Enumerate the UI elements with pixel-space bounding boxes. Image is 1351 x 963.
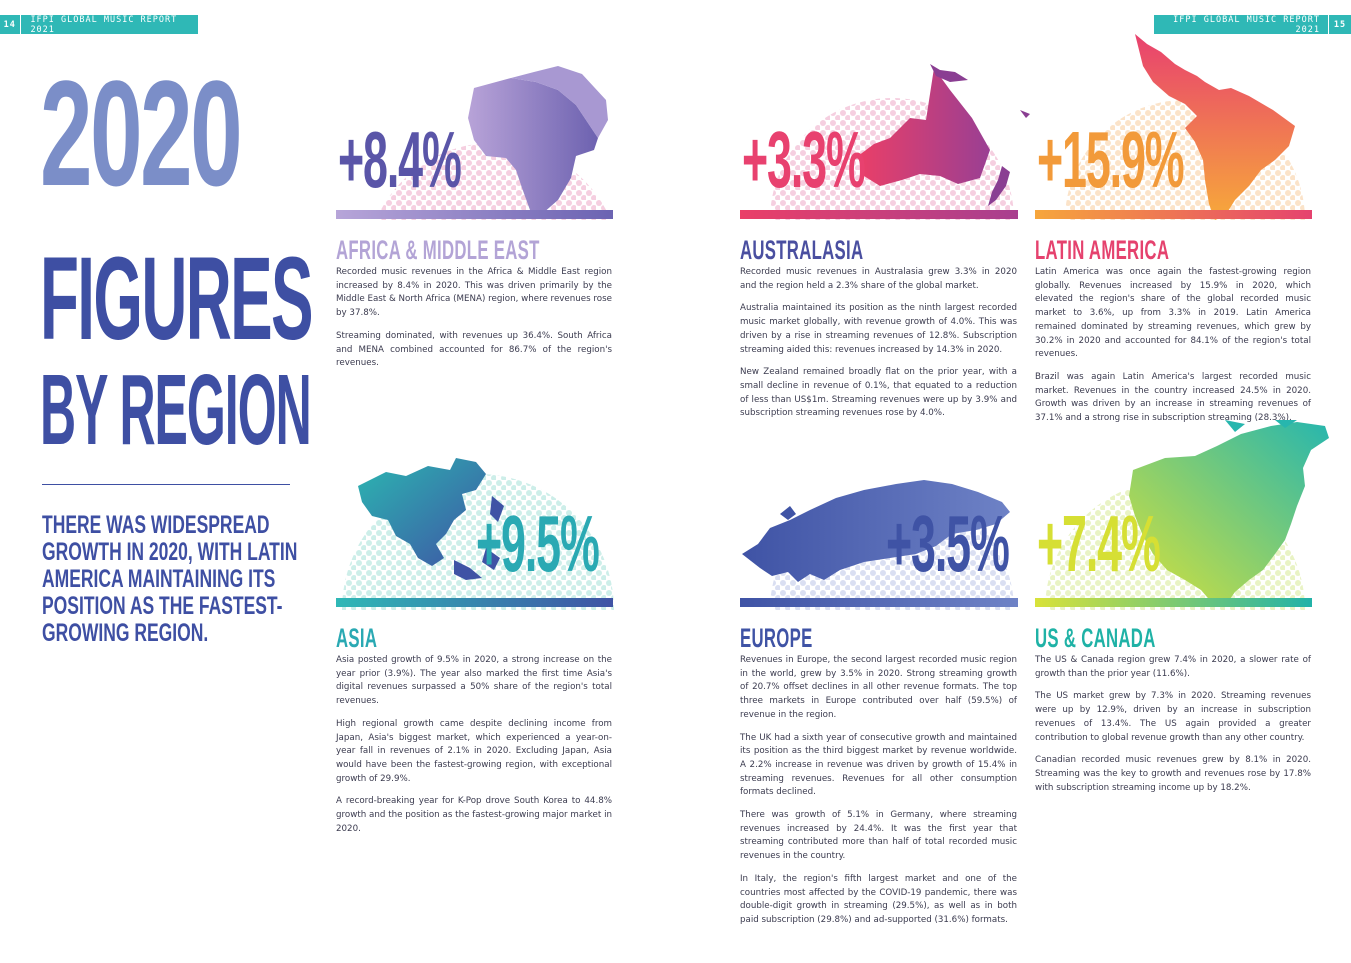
us-canada-region-name: US & CANADA [1035,623,1156,653]
title-figures: FIGURES [40,233,314,365]
africa-color-bar [336,210,613,219]
latin-america-body-text: Latin America was once again the fastest… [1035,267,1311,424]
report-title-left: IFPI GLOBAL MUSIC REPORT 2021 [30,14,178,35]
asia-body-text: Asia posted growth of 9.5% in 2020, a st… [336,655,612,834]
title-year: 2020 [40,49,243,217]
latin-america-growth-value: +15.9% [1037,115,1185,204]
africa-body-text: Recorded music revenues in the Africa & … [336,267,612,369]
page-number-right: 15 [1333,19,1347,30]
asia-map-icon [342,458,614,610]
latin-america-color-bar [1035,210,1312,219]
us-canada-body-text: The US & Canada region grew 7.4% in 2020… [1035,655,1311,793]
title-divider [42,484,290,485]
region-australasia: +3.3% AUSTRALASIA Recorded music revenue… [740,60,1030,430]
north-america-map-icon [1045,420,1329,610]
europe-growth-value: +3.5% [886,499,1010,588]
page-number-left: 14 [3,19,16,30]
africa-growth-value: +8.4% [338,115,462,204]
us-canada-growth-value: +7.4% [1037,499,1161,588]
australasia-region-name: AUSTRALASIA [740,235,864,265]
latin-america-map-icon [1065,34,1305,220]
latin-america-region-name: LATIN AMERICA [1035,235,1170,265]
header-bar-left: 14 IFPI GLOBAL MUSIC REPORT 2021 [0,14,198,35]
australia-map-icon [770,64,1030,220]
australasia-color-bar [740,210,1018,219]
title-by-region: BY REGION [40,354,312,466]
europe-region-name: EUROPE [740,623,813,653]
region-africa-middle-east: +8.4% AFRICA & MIDDLE EAST Recorded musi… [336,60,614,368]
asia-growth-value: +9.5% [476,499,600,588]
report-title-right: IFPI GLOBAL MUSIC REPORT 2021 [1173,14,1320,35]
intro-statement: THERE WAS WIDESPREAD GROWTH IN 2020, WIT… [42,511,298,647]
asia-region-name: ASIA [336,623,378,653]
region-europe: +3.5% EUROPE Revenues in Europe, the sec… [740,450,1020,950]
africa-region-name: AFRICA & MIDDLE EAST [336,235,540,265]
australasia-growth-value: +3.3% [742,115,866,204]
europe-body-text: Revenues in Europe, the second largest r… [740,655,1017,925]
region-asia: +9.5% ASIA Asia posted growth of 9.5% in… [336,450,614,850]
europe-map-icon [742,480,1014,610]
asia-color-bar [336,598,613,607]
region-latin-america: +15.9% LATIN AMERICA Latin America was o… [1035,30,1313,423]
us-canada-color-bar [1035,598,1312,607]
australasia-body-text: Recorded music revenues in Australasia g… [740,267,1017,419]
africa-map-icon [376,66,611,220]
region-us-canada: +7.4% US & CANADA The US & Canada region… [1035,420,1335,820]
header-bar-right: IFPI GLOBAL MUSIC REPORT 2021 15 [1154,14,1351,35]
europe-color-bar [740,598,1018,607]
